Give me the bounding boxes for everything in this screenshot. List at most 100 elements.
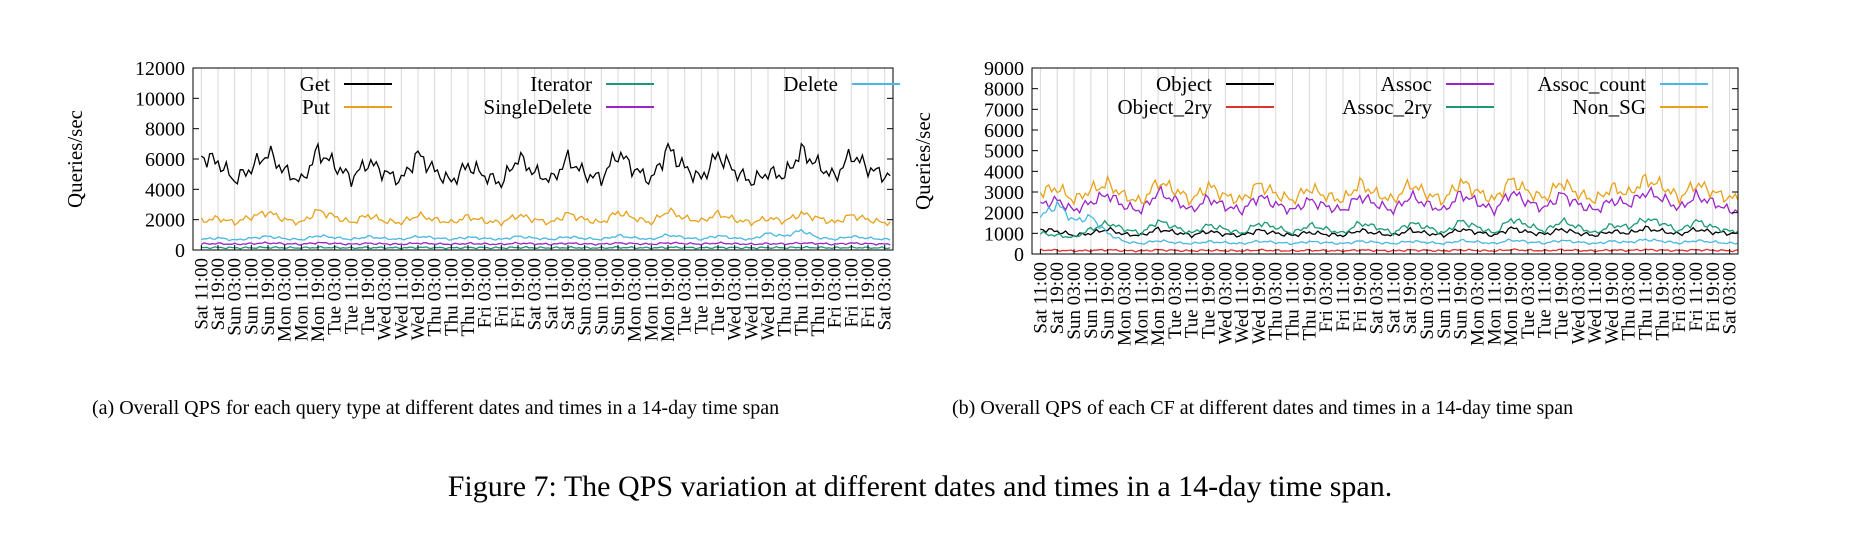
x-tick-label: Tue 03:00 (325, 258, 346, 335)
y-tick-label: 7000 (984, 99, 1024, 121)
series-object-2ry-line (1040, 248, 1739, 253)
x-tick-label: Fri 19:00 (508, 258, 529, 328)
series-assoc-line (1040, 184, 1739, 218)
x-tick-label: Sat 19:00 (1400, 262, 1421, 334)
x-tick-label: Fri 11:00 (491, 258, 512, 328)
legend-label-iterator: Iterator (530, 72, 592, 96)
x-tick-label: Sun 11:00 (591, 258, 612, 335)
plot-frame (1031, 67, 1739, 255)
x-tick-label: Mon 11:00 (1131, 262, 1152, 345)
x-tick-label: Sat 11:00 (1383, 262, 1404, 334)
series-singledelete-line (200, 241, 891, 246)
x-tick-label: Wed 19:00 (1602, 262, 1623, 344)
x-tick-label: Wed 19:00 (1249, 262, 1270, 344)
x-tick-label: Mon 03:00 (1114, 262, 1135, 346)
x-tick-label: Sun 03:00 (1417, 262, 1438, 340)
x-tick-label: Sun 19:00 (608, 258, 629, 336)
x-tick-label: Wed 11:00 (741, 258, 762, 340)
y-tick-label: 6000 (984, 120, 1024, 142)
x-tick-label: Sun 11:00 (1434, 262, 1455, 339)
legend-label-assoc-count: Assoc_count (1538, 72, 1647, 96)
x-tick-label: Mon 19:00 (1148, 262, 1169, 346)
x-tick-label: Thu 11:00 (441, 258, 462, 336)
x-tick-label: Mon 03:00 (625, 258, 646, 342)
x-tick-label: Thu 03:00 (1619, 262, 1640, 341)
x-tick-label: Sat 03:00 (525, 258, 546, 330)
series-assoc-2ry-line (1039, 216, 1739, 239)
x-tick-label: Mon 11:00 (641, 258, 662, 341)
x-tick-label: Fri 03:00 (475, 258, 496, 328)
y-tick-label: 0 (175, 240, 185, 262)
x-tick-label: Sun 03:00 (225, 258, 246, 336)
x-tick-label: Sat 03:00 (1367, 262, 1388, 334)
legend-label-get: Get (300, 72, 330, 96)
y-axis-label: Queries/sec (911, 112, 935, 210)
x-tick-label: Mon 03:00 (275, 258, 296, 342)
series-delete-line (201, 228, 891, 242)
y-tick-label: 4000 (145, 179, 185, 201)
x-tick-label: Wed 03:00 (1215, 262, 1236, 344)
x-tick-label: Mon 19:00 (308, 258, 329, 342)
x-tick-label: Thu 19:00 (1652, 262, 1673, 341)
caption-b: (b) Overall QPS of each CF at different … (952, 397, 1573, 419)
x-tick-label: Tue 11:00 (691, 258, 712, 334)
legend-label-non-sg: Non_SG (1572, 95, 1646, 119)
x-tick-label: Sat 11:00 (1030, 262, 1051, 334)
x-tick-label: Thu 11:00 (1283, 262, 1304, 340)
x-tick-label: Mon 19:00 (1501, 262, 1522, 346)
x-tick-label: Fri 19:00 (1350, 262, 1371, 332)
x-tick-label: Tue 03:00 (1518, 262, 1539, 339)
x-tick-label: Mon 11:00 (291, 258, 312, 341)
x-tick-label: Sun 03:00 (575, 258, 596, 336)
x-tick-label: Wed 11:00 (391, 258, 412, 340)
series-put-line (200, 206, 891, 227)
x-tick-label: Tue 11:00 (1182, 262, 1203, 338)
y-tick-label: 8000 (145, 119, 185, 141)
x-tick-label: Wed 19:00 (758, 258, 779, 340)
x-tick-label: Thu 03:00 (1266, 262, 1287, 341)
legend-label-object-2ry: Object_2ry (1118, 95, 1213, 119)
x-tick-label: Sun 03:00 (1064, 262, 1085, 340)
series-iterator-line (201, 245, 891, 250)
x-tick-label: Sun 19:00 (1451, 262, 1472, 340)
legend-label-assoc-2ry: Assoc_2ry (1342, 95, 1432, 119)
x-tick-label: Tue 19:00 (1199, 262, 1220, 339)
x-tick-label: Wed 03:00 (725, 258, 746, 340)
x-tick-label: Fri 03:00 (1669, 262, 1690, 332)
y-tick-label: 8000 (984, 79, 1024, 101)
x-tick-label: Tue 19:00 (358, 258, 379, 335)
y-tick-label: 6000 (145, 149, 185, 171)
y-tick-label: 2000 (984, 203, 1024, 225)
x-tick-label: Fri 11:00 (841, 258, 862, 328)
x-tick-label: Sat 19:00 (558, 258, 579, 330)
x-tick-label: Tue 11:00 (341, 258, 362, 334)
x-tick-label: Fri 03:00 (1316, 262, 1337, 332)
x-tick-label: Tue 03:00 (1165, 262, 1186, 339)
y-tick-label: 3000 (984, 182, 1024, 204)
x-tick-label: Tue 19:00 (708, 258, 729, 335)
series-non-sg-line (1039, 173, 1739, 207)
x-tick-label: Sat 03:00 (1720, 262, 1741, 334)
x-tick-label: Thu 11:00 (1636, 262, 1657, 340)
x-tick-label: Fri 19:00 (1703, 262, 1724, 332)
x-tick-label: Wed 11:00 (1232, 262, 1253, 344)
x-tick-label: Thu 19:00 (1299, 262, 1320, 341)
x-tick-label: Wed 03:00 (1568, 262, 1589, 344)
x-tick-label: Thu 03:00 (775, 258, 796, 337)
x-tick-label: Tue 19:00 (1552, 262, 1573, 339)
x-tick-label: Thu 11:00 (791, 258, 812, 336)
y-tick-label: 2000 (145, 210, 185, 232)
y-tick-label: 0 (1014, 244, 1024, 266)
x-tick-label: Sat 19:00 (208, 258, 229, 330)
series-assoc-count-line (1039, 199, 1739, 246)
x-tick-label: Sat 11:00 (191, 258, 212, 330)
x-tick-label: Sun 11:00 (241, 258, 262, 335)
x-tick-label: Sat 11:00 (541, 258, 562, 330)
x-tick-label: Sat 19:00 (1047, 262, 1068, 334)
legend-label-object: Object (1156, 72, 1212, 96)
x-tick-label: Wed 11:00 (1585, 262, 1606, 344)
y-tick-label: 5000 (984, 141, 1024, 163)
x-tick-label: Thu 19:00 (808, 258, 829, 337)
x-tick-label: Mon 11:00 (1484, 262, 1505, 345)
